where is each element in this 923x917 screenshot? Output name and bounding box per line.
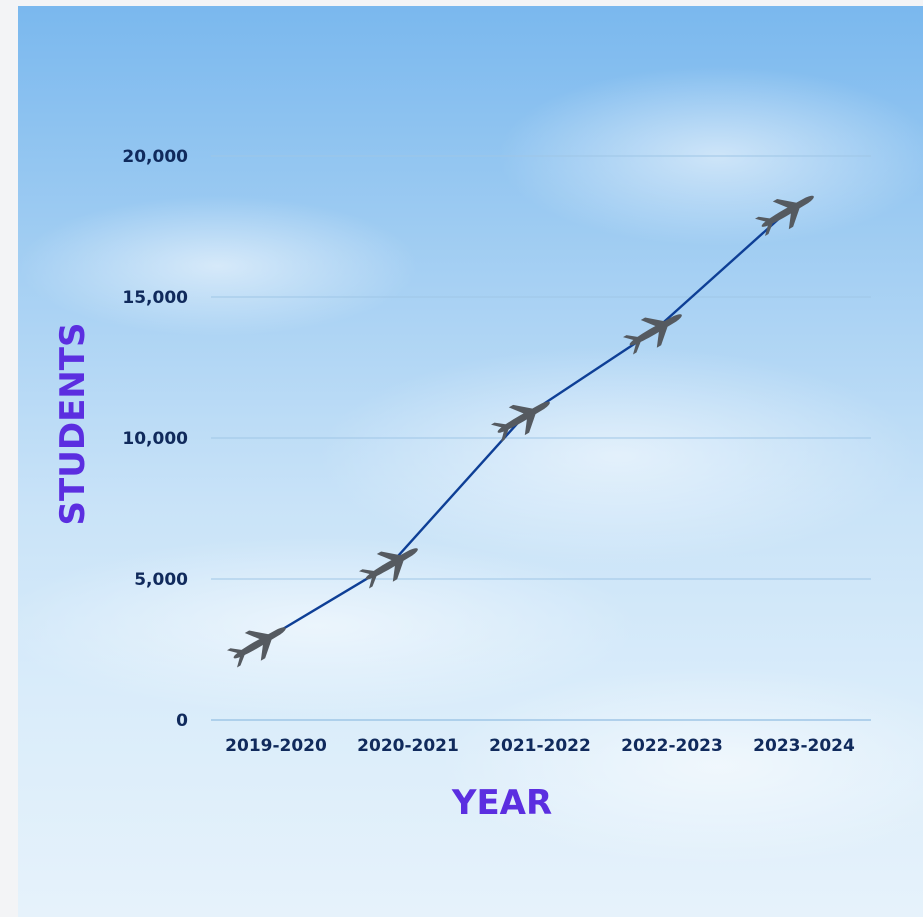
cloud-background bbox=[18, 66, 923, 866]
airplane-icon bbox=[359, 548, 418, 589]
y-tick-label: 5,000 bbox=[134, 570, 188, 590]
chart-card: 0 5,000 10,000 15,000 20,000 2019-2020 2020-2… bbox=[18, 6, 923, 917]
x-tick-label: 2022-2023 bbox=[621, 736, 723, 756]
line-chart: 0 5,000 10,000 15,000 20,000 2019-2020 2020-2… bbox=[18, 66, 923, 866]
x-tick-label: 2019-2020 bbox=[225, 736, 327, 756]
x-tick-label: 2023-2024 bbox=[753, 736, 855, 756]
airplane-icon bbox=[491, 401, 550, 442]
x-tick-label: 2020-2021 bbox=[357, 736, 459, 756]
x-tick-label: 2021-2022 bbox=[489, 736, 591, 756]
y-axis-title: STUDENTS bbox=[53, 323, 93, 526]
y-tick-label: 15,000 bbox=[122, 288, 188, 308]
y-tick-label: 0 bbox=[176, 711, 188, 731]
y-axis: 0 5,000 10,000 15,000 20,000 bbox=[122, 147, 188, 731]
x-axis: 2019-2020 2020-2021 2021-2022 2022-2023 2023… bbox=[225, 736, 855, 756]
x-axis-title: YEAR bbox=[451, 783, 552, 823]
gridlines bbox=[211, 155, 871, 721]
y-tick-label: 10,000 bbox=[122, 429, 188, 449]
y-tick-label: 20,000 bbox=[122, 147, 188, 167]
airplane-icon bbox=[623, 314, 682, 355]
airplane-icon bbox=[755, 195, 814, 237]
markers bbox=[227, 195, 814, 668]
airplane-icon bbox=[227, 627, 286, 668]
